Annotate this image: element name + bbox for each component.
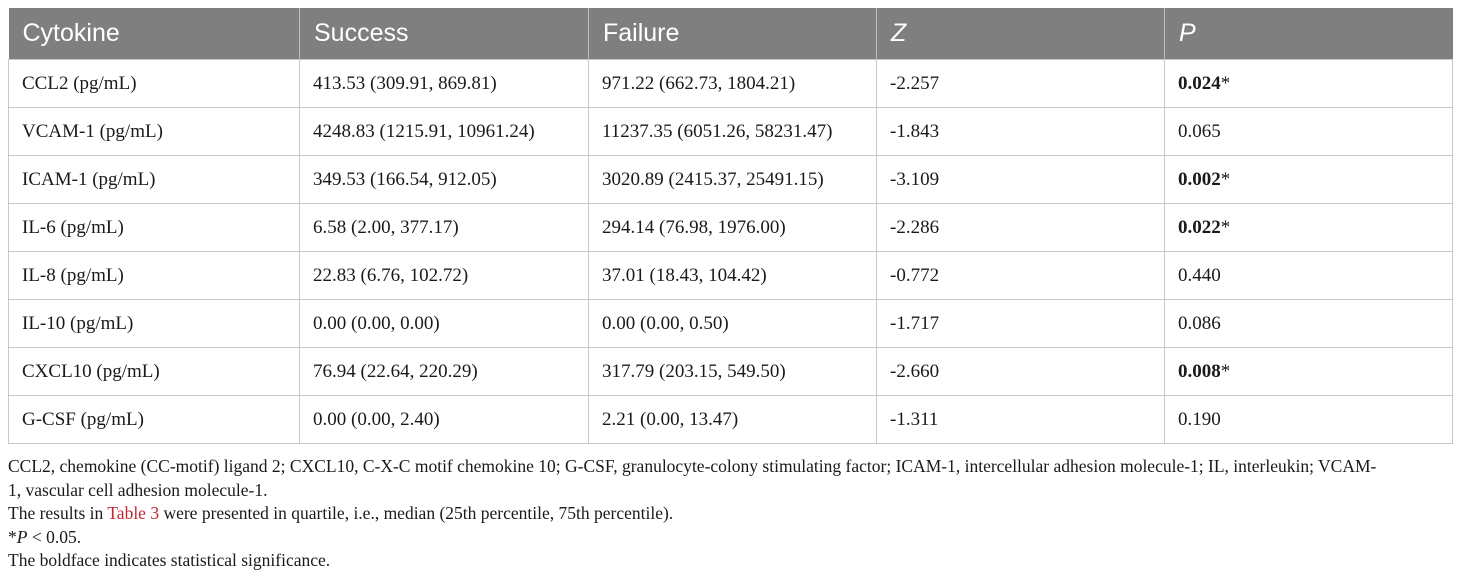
p-value-significant: 0.022 (1178, 216, 1221, 238)
cell-failure: 971.22 (662.73, 1804.21) (588, 59, 877, 108)
cell-cytokine: IL-10 (pg/mL) (8, 299, 300, 348)
cell-success: 22.83 (6.76, 102.72) (299, 251, 589, 300)
table-header: Cytokine Success Failure Z P (8, 8, 1453, 60)
footnote-abbreviations-line2: 1, vascular cell adhesion molecule-1. (8, 479, 268, 500)
cell-p: 0.065 (1164, 107, 1453, 156)
table-header-row: Cytokine Success Failure Z P (8, 8, 1453, 60)
cell-failure: 0.00 (0.00, 0.50) (588, 299, 877, 348)
cell-z: -1.311 (876, 395, 1165, 444)
footnote-abbreviations: CCL2, chemokine (CC-motif) ligand 2; CXC… (8, 455, 1452, 502)
cell-p: 0.024* (1164, 59, 1453, 108)
cell-cytokine: VCAM-1 (pg/mL) (8, 107, 300, 156)
header-success: Success (299, 8, 589, 60)
table-row: IL-10 (pg/mL) 0.00 (0.00, 0.00) 0.00 (0.00… (8, 299, 1453, 348)
table-row: IL-8 (pg/mL) 22.83 (6.76, 102.72) 37.01 (1… (8, 251, 1453, 300)
footnote-results-suffix: were presented in quartile, i.e., median… (159, 503, 674, 523)
cell-failure: 2.21 (0.00, 13.47) (588, 395, 877, 444)
cytokine-table: Cytokine Success Failure Z P CCL2 (pg/mL… (8, 8, 1453, 444)
table-row: CCL2 (pg/mL) 413.53 (309.91, 869.81) 971.2… (8, 59, 1453, 108)
p-value-significant: 0.008 (1178, 360, 1221, 382)
table-footnotes: CCL2, chemokine (CC-motif) ligand 2; CXC… (8, 455, 1452, 573)
cell-p: 0.086 (1164, 299, 1453, 348)
footnote-abbreviations-line1: CCL2, chemokine (CC-motif) ligand 2; CXC… (8, 456, 1377, 476)
cell-success: 0.00 (0.00, 2.40) (299, 395, 589, 444)
footnote-results: The results in Table 3 were presented in… (8, 502, 1452, 526)
footnote-pvalue-p: P (16, 526, 28, 547)
cell-z: -2.660 (876, 347, 1165, 396)
cell-failure: 11237.35 (6051.26, 58231.47) (588, 107, 877, 156)
header-failure: Failure (588, 8, 877, 60)
cell-failure: 3020.89 (2415.37, 25491.15) (588, 155, 877, 204)
cell-cytokine: ICAM-1 (pg/mL) (8, 155, 300, 204)
p-value-significant: 0.002 (1178, 168, 1221, 190)
significance-marker: * (1220, 216, 1231, 238)
cell-success: 413.53 (309.91, 869.81) (299, 59, 589, 108)
cell-cytokine: IL-6 (pg/mL) (8, 203, 300, 252)
cell-p: 0.440 (1164, 251, 1453, 300)
footnote-pvalue-star: * (8, 526, 17, 547)
table-row: ICAM-1 (pg/mL) 349.53 (166.54, 912.05) 302… (8, 155, 1453, 204)
cell-p: 0.002* (1164, 155, 1453, 204)
cell-z: -3.109 (876, 155, 1165, 204)
cell-z: -2.257 (876, 59, 1165, 108)
header-cytokine: Cytokine (8, 8, 300, 60)
cell-cytokine: CCL2 (pg/mL) (8, 59, 300, 108)
footnote-results-prefix: The results in (8, 503, 108, 523)
cytokine-table-container: Cytokine Success Failure Z P CCL2 (pg/mL… (8, 8, 1453, 444)
header-p: P (1164, 8, 1453, 60)
cell-cytokine: G-CSF (pg/mL) (8, 395, 300, 444)
cell-failure: 294.14 (76.98, 1976.00) (588, 203, 877, 252)
cell-z: -1.717 (876, 299, 1165, 348)
table-row: IL-6 (pg/mL) 6.58 (2.00, 377.17) 294.14 (7… (8, 203, 1453, 252)
footnote-pvalue-rest: < 0.05. (27, 526, 82, 547)
p-value-significant: 0.024 (1178, 72, 1221, 94)
table-reference-link[interactable]: Table 3 (107, 503, 160, 523)
cell-cytokine: CXCL10 (pg/mL) (8, 347, 300, 396)
significance-marker: * (1220, 360, 1231, 382)
header-z: Z (876, 8, 1165, 60)
cell-success: 0.00 (0.00, 0.00) (299, 299, 589, 348)
cell-p: 0.190 (1164, 395, 1453, 444)
significance-marker: * (1220, 72, 1231, 94)
cell-failure: 37.01 (18.43, 104.42) (588, 251, 877, 300)
cell-z: -1.843 (876, 107, 1165, 156)
cell-p: 0.008* (1164, 347, 1453, 396)
significance-marker: * (1220, 168, 1231, 190)
cell-z: -2.286 (876, 203, 1165, 252)
cell-success: 76.94 (22.64, 220.29) (299, 347, 589, 396)
table-body: CCL2 (pg/mL) 413.53 (309.91, 869.81) 971.2… (8, 59, 1453, 444)
cell-success: 4248.83 (1215.91, 10961.24) (299, 107, 589, 156)
table-row: VCAM-1 (pg/mL) 4248.83 (1215.91, 10961.24… (8, 107, 1453, 156)
cell-z: -0.772 (876, 251, 1165, 300)
cell-failure: 317.79 (203.15, 549.50) (588, 347, 877, 396)
cell-cytokine: IL-8 (pg/mL) (8, 251, 300, 300)
cell-success: 349.53 (166.54, 912.05) (299, 155, 589, 204)
table-row: CXCL10 (pg/mL) 76.94 (22.64, 220.29) 317.7… (8, 347, 1453, 396)
footnote-pvalue: *P < 0.05. (8, 526, 1452, 550)
cell-p: 0.022* (1164, 203, 1453, 252)
footnote-boldface: The boldface indicates statistical signi… (8, 550, 331, 570)
cell-success: 6.58 (2.00, 377.17) (299, 203, 589, 252)
table-row: G-CSF (pg/mL) 0.00 (0.00, 2.40) 2.21 (0.00… (8, 395, 1453, 444)
